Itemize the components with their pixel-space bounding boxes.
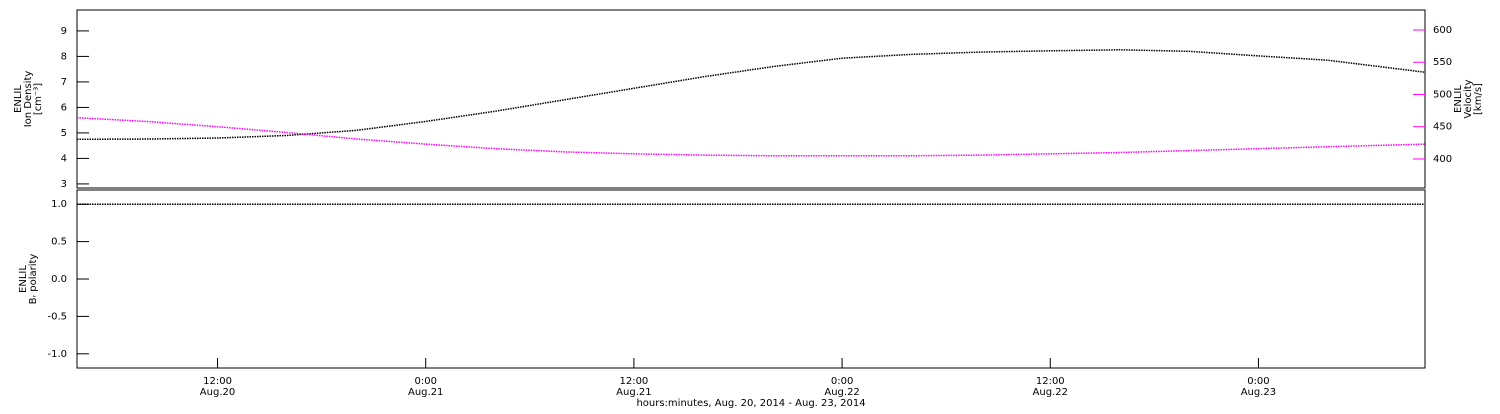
y2-tick-label: 500 [1433,89,1452,100]
y-tick-label: 5 [61,128,67,139]
y2-axis-label: [km/s] [1473,83,1484,115]
y-tick-label: -1.0 [47,349,67,360]
x-tick-date: Aug.21 [616,387,651,398]
x-tick-label: 0:00 [1247,376,1269,387]
y-tick-label: 7 [61,77,67,88]
x-tick-label: 12:00 [1036,376,1065,387]
y2-axis-label: ENLIL [1453,85,1464,113]
y-tick-label: 1.0 [51,199,67,210]
y-tick-label: 6 [61,102,67,113]
y-axis-label: ENLIL [13,85,24,113]
y2-tick-label: 400 [1433,154,1452,165]
x-tick-date: Aug.20 [200,387,235,398]
plot-frame [76,9,1426,189]
y-tick-label: 0.5 [51,237,67,248]
y2-tick-label: 600 [1433,25,1452,36]
x-tick-date: Aug.22 [1033,387,1068,398]
y-tick-label: 3 [61,179,67,190]
y-axis-label: [cm⁻³] [33,83,44,115]
x-tick-label: 12:00 [203,376,232,387]
y-axis-label: ENLIL [18,265,29,293]
x-tick-label: 12:00 [619,376,648,387]
x-tick-label: 0:00 [414,376,436,387]
y-tick-label: 0.0 [51,274,67,285]
y-tick-label: 4 [61,153,67,164]
y-axis-label: Ion Density [23,71,34,128]
y-tick-label: 9 [61,26,67,37]
y-tick-label: 8 [61,51,67,62]
y2-axis-label: Velocity [1463,79,1474,118]
x-axis-label: hours:minutes, Aug. 20, 2014 - Aug. 23, … [636,398,865,409]
y2-tick-label: 450 [1433,122,1452,133]
x-tick-date: Aug.21 [408,387,443,398]
y-tick-label: -0.5 [47,311,67,322]
y2-tick-label: 550 [1433,57,1452,68]
x-tick-date: Aug.23 [1241,387,1276,398]
y-axis-label: Bᵣ polarity [28,254,39,305]
x-tick-date: Aug.22 [824,387,859,398]
x-tick-label: 0:00 [831,376,853,387]
data-line [76,49,1426,141]
